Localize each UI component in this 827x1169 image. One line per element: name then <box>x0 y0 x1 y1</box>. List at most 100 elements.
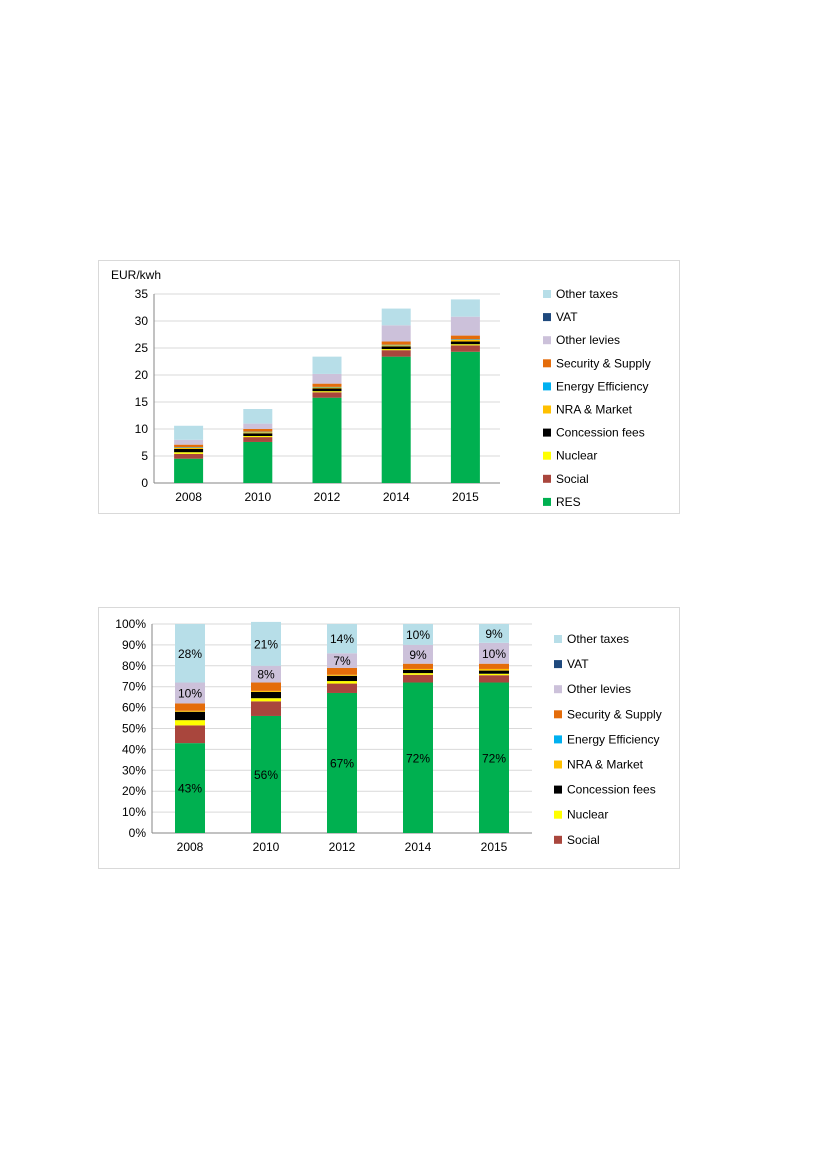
bar-segment <box>403 669 433 674</box>
legend-label: Social <box>556 472 589 486</box>
legend-swatch <box>543 336 551 345</box>
bar-segment <box>450 299 480 317</box>
bar-segment <box>381 356 411 483</box>
data-label: 72% <box>482 751 506 765</box>
bar-segment <box>312 392 342 398</box>
bar-segment <box>174 452 204 454</box>
bar-segment <box>450 335 480 340</box>
x-tick-label: 2010 <box>244 490 271 504</box>
legend-swatch <box>554 635 562 643</box>
legend-swatch <box>554 760 562 769</box>
bar-segment <box>403 624 433 645</box>
y-tick-label: 20% <box>122 784 146 798</box>
bar-segment <box>312 391 342 393</box>
bar-segment <box>450 339 480 340</box>
x-tick-label: 2010 <box>253 840 280 854</box>
y-tick-label: 60% <box>122 701 146 715</box>
bar-segment <box>174 439 204 445</box>
y-tick-label: 35 <box>135 287 149 301</box>
legend-label: Other levies <box>556 333 620 347</box>
bar-segment <box>174 444 204 448</box>
bar-segment <box>327 653 357 668</box>
bar-segment <box>381 345 411 347</box>
x-tick-label: 2015 <box>481 840 508 854</box>
bar-segment <box>312 373 342 384</box>
x-tick-label: 2008 <box>175 490 202 504</box>
legend-label: NRA & Market <box>567 758 644 772</box>
legend-label: NRA & Market <box>556 403 633 417</box>
legend-swatch <box>543 428 551 437</box>
bar-segment <box>479 675 509 683</box>
data-label: 43% <box>178 782 202 796</box>
bar-segment <box>312 387 342 389</box>
bar-segment <box>450 341 480 345</box>
legend-swatch <box>554 785 562 794</box>
data-label: 10% <box>406 628 430 642</box>
bar-segment <box>174 453 204 459</box>
chart-absolute-eur: 0 5 10 15 20 25 30 35 EUR/kwh 2008 2010 2012 2014 201… <box>98 260 680 514</box>
bar-segment <box>327 681 357 684</box>
data-label: 72% <box>406 751 430 765</box>
x-tick-label: 2008 <box>177 840 204 854</box>
bar-segment <box>243 432 273 434</box>
legend-label: VAT <box>567 657 589 671</box>
bar-segment <box>327 675 357 682</box>
legend-swatch <box>543 497 551 506</box>
legend-label: Nuclear <box>556 449 597 463</box>
legend-label: Energy Efficiency <box>556 379 649 393</box>
bar-segment <box>312 386 342 388</box>
bar-segment <box>312 383 342 387</box>
bar-segment <box>381 349 411 351</box>
legend-label: Other taxes <box>556 287 618 301</box>
bar-segment <box>243 433 273 437</box>
y-tick-label: 100% <box>115 617 146 631</box>
legend-swatch <box>543 451 551 460</box>
y-tick-label: 70% <box>122 680 146 694</box>
bar-segment <box>251 701 281 716</box>
bar-segment <box>174 447 204 448</box>
legend-swatch <box>543 405 551 414</box>
legend-swatch <box>543 313 551 322</box>
y-tick-label: 40% <box>122 742 146 756</box>
y-tick-label: 30 <box>135 314 149 328</box>
bar-segment <box>403 682 433 833</box>
x-tick-label: 2015 <box>452 490 479 504</box>
y-tick-label: 5 <box>141 449 148 463</box>
bar-segment <box>381 350 411 357</box>
data-label: 10% <box>482 647 506 661</box>
bar-segment <box>175 710 205 712</box>
bar-segment <box>251 665 281 683</box>
y-tick-label: 10% <box>122 805 146 819</box>
bar-segment <box>312 356 342 374</box>
legend-label: Security & Supply <box>567 707 662 721</box>
chart-absolute-svg: 0 5 10 15 20 25 30 35 EUR/kwh 2008 2010 2012 2014 201… <box>111 268 651 509</box>
bar-segment <box>479 668 509 671</box>
bar-segment <box>175 703 205 711</box>
data-label: 21% <box>254 637 278 651</box>
data-label: 8% <box>257 668 275 682</box>
y-tick-label: 50% <box>122 722 146 736</box>
bar-segment <box>327 667 357 675</box>
y-tick-label: 20 <box>135 368 149 382</box>
bar-segment <box>403 644 433 664</box>
y-tick-label: 90% <box>122 638 146 652</box>
y-tick-label: 30% <box>122 763 146 777</box>
bar-segment <box>175 725 205 744</box>
bar-segment <box>381 325 411 342</box>
bar-segment <box>479 624 509 643</box>
legend-label: Nuclear <box>567 808 608 822</box>
bar-segment <box>251 690 281 692</box>
data-label: 67% <box>330 756 354 770</box>
bar-segment <box>403 674 433 683</box>
legend-swatch <box>554 710 562 719</box>
bar-segment <box>450 345 480 352</box>
legend-swatch <box>543 290 551 298</box>
data-label: 14% <box>330 632 354 646</box>
chart-percent-svg: 0% 10% 20% 30% 40% 50% 60% 70% 80% 90% 100% 43% 10% 2… <box>115 617 662 854</box>
legend-label: RES <box>556 495 581 509</box>
legend-swatch <box>554 835 562 844</box>
data-label: 10% <box>178 686 202 700</box>
bar-segment <box>251 698 281 702</box>
legend-label: Energy Efficiency <box>567 732 660 746</box>
legend-swatch <box>554 660 562 669</box>
